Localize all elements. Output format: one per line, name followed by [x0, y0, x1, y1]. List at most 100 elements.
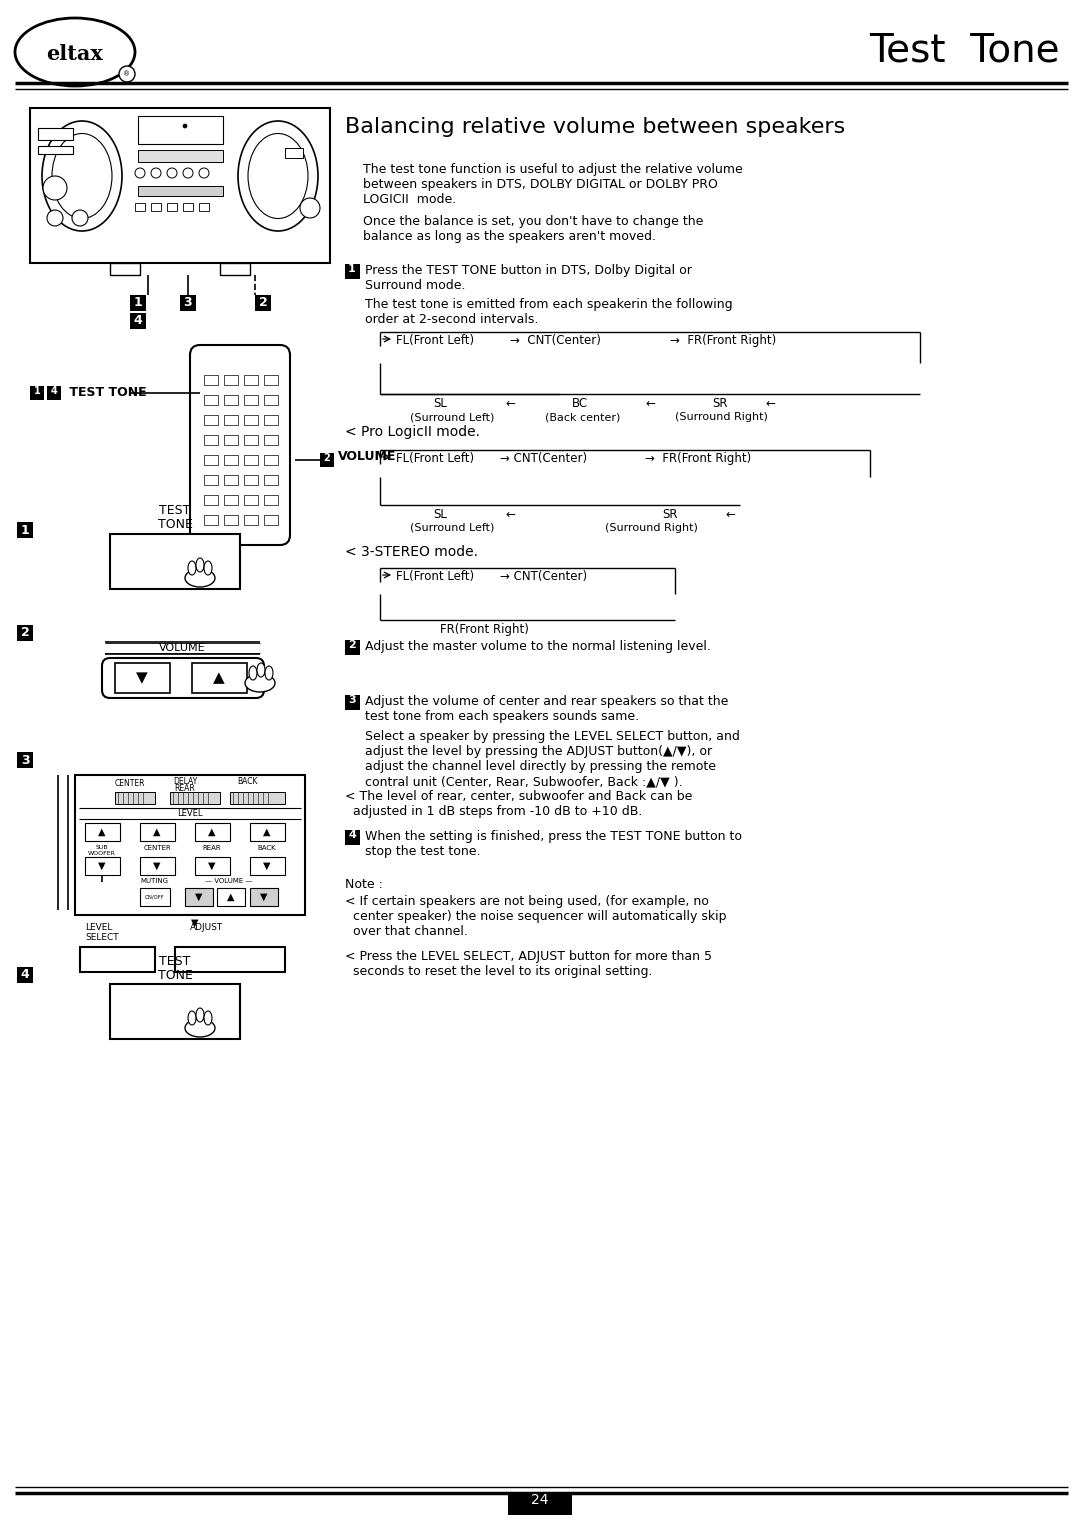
Text: ▲: ▲	[208, 827, 216, 836]
Bar	[224, 514, 238, 525]
Text: ←: ←	[645, 397, 654, 410]
Text: Once the balance is set, you don't have to change the
balance as long as the spe: Once the balance is set, you don't have …	[363, 215, 703, 243]
Bar	[38, 128, 73, 140]
Bar	[185, 888, 213, 906]
Bar	[80, 948, 156, 972]
Text: ←: ←	[725, 508, 734, 520]
Bar	[138, 116, 222, 143]
Bar	[170, 792, 220, 804]
Text: BACK: BACK	[237, 777, 257, 786]
Bar	[30, 108, 330, 262]
Bar	[249, 858, 285, 874]
Text: TONE: TONE	[158, 517, 192, 531]
Circle shape	[119, 66, 135, 82]
Bar	[195, 858, 230, 874]
Text: 3: 3	[21, 754, 29, 766]
Ellipse shape	[185, 1019, 215, 1038]
Text: DELAY: DELAY	[173, 777, 198, 786]
Bar	[244, 494, 258, 505]
Bar	[114, 792, 156, 804]
Text: REAR: REAR	[175, 784, 195, 794]
Bar	[138, 150, 222, 162]
Circle shape	[135, 168, 145, 179]
Circle shape	[151, 168, 161, 179]
Circle shape	[183, 168, 193, 179]
Bar	[175, 948, 285, 972]
Bar	[17, 522, 33, 539]
Ellipse shape	[238, 121, 318, 230]
Text: When the setting is finished, press the TEST TONE button to
stop the test tone.: When the setting is finished, press the …	[365, 830, 742, 858]
Text: (Surround Right): (Surround Right)	[675, 412, 768, 423]
Text: TONE: TONE	[158, 969, 192, 983]
Ellipse shape	[188, 1012, 195, 1025]
Text: LEVEL: LEVEL	[85, 923, 112, 932]
Bar	[508, 1492, 572, 1515]
Text: FL(Front Left): FL(Front Left)	[396, 334, 474, 346]
Text: BC: BC	[572, 397, 589, 410]
Ellipse shape	[52, 133, 112, 218]
Bar	[204, 435, 218, 446]
Bar	[345, 694, 360, 710]
Text: < Pro LogicII mode.: < Pro LogicII mode.	[345, 426, 480, 439]
Bar	[204, 375, 218, 385]
Bar	[195, 823, 230, 841]
Text: ▲: ▲	[227, 893, 234, 902]
Bar	[130, 313, 146, 330]
Text: The test tone function is useful to adjust the relative volume
between speakers : The test tone function is useful to adju…	[363, 163, 743, 206]
Bar	[204, 395, 218, 404]
Text: FL(Front Left): FL(Front Left)	[396, 452, 474, 465]
Circle shape	[43, 175, 67, 200]
Bar	[85, 858, 120, 874]
Bar	[114, 662, 170, 693]
Bar	[224, 375, 238, 385]
Bar	[17, 752, 33, 768]
Bar	[17, 626, 33, 641]
Text: ▼: ▼	[264, 861, 271, 871]
Bar	[75, 775, 305, 916]
Bar	[285, 148, 303, 159]
Bar	[151, 203, 161, 211]
Bar	[264, 375, 278, 385]
Circle shape	[48, 211, 63, 226]
Circle shape	[199, 168, 210, 179]
Text: ▼: ▼	[191, 919, 199, 928]
Text: (Back center): (Back center)	[545, 412, 620, 423]
Text: ▼: ▼	[136, 670, 148, 685]
Text: Test  Tone: Test Tone	[869, 31, 1059, 69]
Text: 3: 3	[184, 296, 192, 310]
Text: REAR: REAR	[203, 845, 221, 852]
Text: VOLUME: VOLUME	[159, 642, 205, 653]
Text: ←: ←	[505, 508, 515, 520]
Text: SL: SL	[433, 508, 447, 520]
Text: SR: SR	[662, 508, 678, 520]
Ellipse shape	[188, 562, 195, 575]
Ellipse shape	[257, 662, 265, 678]
Bar	[199, 203, 210, 211]
Text: ←: ←	[765, 397, 775, 410]
Bar	[345, 264, 360, 279]
Text: LEVEL: LEVEL	[177, 809, 203, 818]
Text: FR(Front Right): FR(Front Right)	[440, 623, 529, 636]
Text: ON/OFF: ON/OFF	[145, 894, 165, 899]
Text: Note :: Note :	[345, 877, 383, 891]
Ellipse shape	[204, 1012, 212, 1025]
Text: →  FR(Front Right): → FR(Front Right)	[670, 334, 777, 346]
Bar	[217, 888, 245, 906]
FancyBboxPatch shape	[190, 345, 291, 545]
Bar	[48, 386, 60, 400]
Text: Press the TEST TONE button in DTS, Dolby Digital or
Surround mode.: Press the TEST TONE button in DTS, Dolby…	[365, 264, 692, 291]
Bar	[249, 888, 278, 906]
FancyBboxPatch shape	[102, 658, 264, 697]
Bar	[244, 415, 258, 426]
Text: 4: 4	[51, 386, 57, 397]
Text: ADJUST: ADJUST	[190, 923, 224, 932]
Text: VOLUME: VOLUME	[338, 450, 396, 464]
Text: TEST TONE: TEST TONE	[65, 386, 147, 398]
Circle shape	[72, 211, 87, 226]
Text: (Surround Left): (Surround Left)	[410, 523, 495, 533]
Bar	[264, 494, 278, 505]
Bar	[264, 395, 278, 404]
Text: 24: 24	[531, 1492, 549, 1508]
Text: SUB: SUB	[96, 845, 108, 850]
Bar	[130, 295, 146, 311]
